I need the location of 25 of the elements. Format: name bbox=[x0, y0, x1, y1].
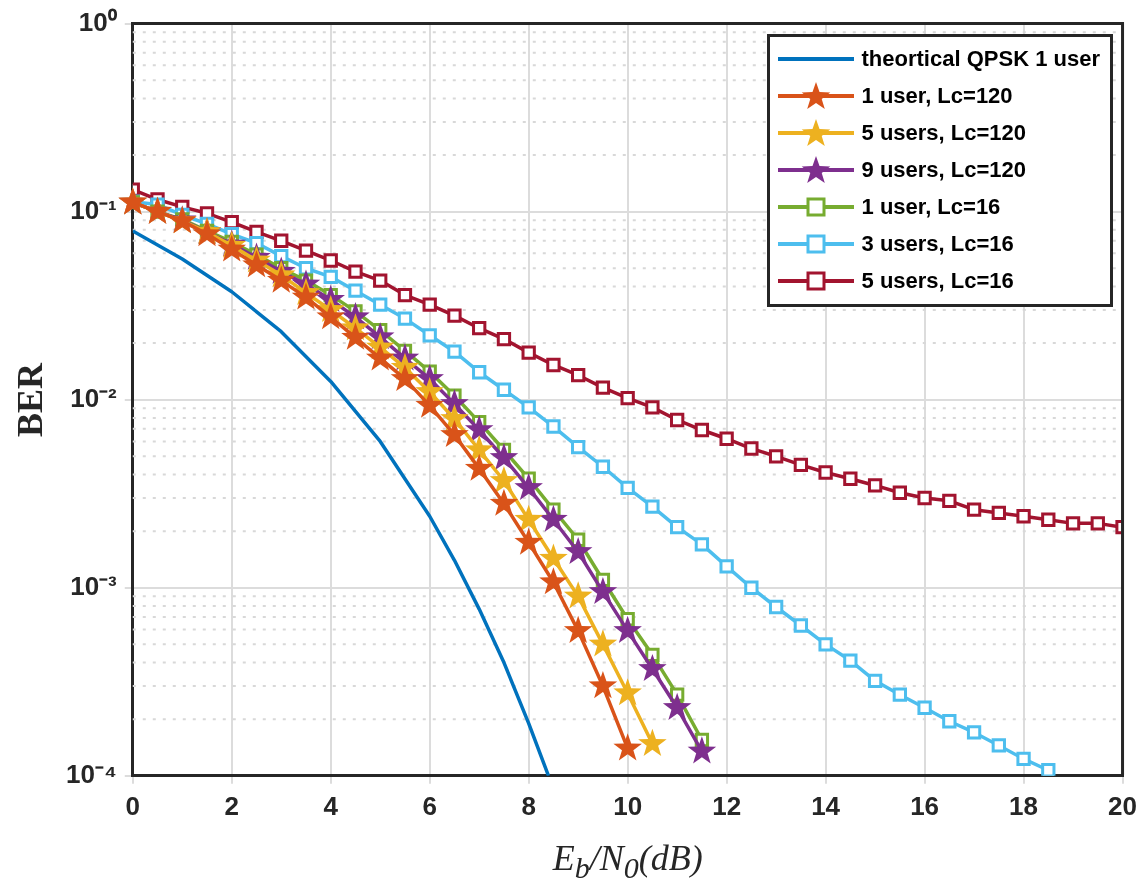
x-tick-label: 6 bbox=[422, 790, 437, 821]
legend-label: 5 users, Lc=120 bbox=[861, 120, 1027, 147]
x-tick-label: 10 bbox=[613, 790, 643, 821]
x-axis-title: E$_{b}$/N$_{0}$(dB) bbox=[552, 837, 703, 886]
y-tick-label: 10⁻⁴ bbox=[66, 758, 117, 789]
y-axis-title: BER bbox=[9, 362, 51, 437]
x-tick-label: 0 bbox=[125, 790, 141, 821]
legend-label: 1 user, Lc=16 bbox=[861, 194, 1001, 221]
x-tick-label: 20 bbox=[1108, 790, 1137, 821]
legend-label: theortical QPSK 1 user bbox=[861, 46, 1100, 73]
x-tick-label: 14 bbox=[811, 790, 841, 821]
legend-label: 5 users, Lc=16 bbox=[861, 268, 1014, 295]
legend-label: 3 users, Lc=16 bbox=[861, 231, 1014, 258]
y-tick-label: 10⁻² bbox=[70, 382, 118, 413]
x-tick-label: 8 bbox=[521, 790, 536, 821]
x-tick-label: 2 bbox=[224, 790, 239, 821]
x-tick-label: 18 bbox=[1009, 790, 1039, 821]
x-tick-label: 12 bbox=[712, 790, 742, 821]
x-tick-label: 4 bbox=[323, 790, 339, 821]
y-tick-label: 10⁰ bbox=[78, 6, 118, 37]
legend-label: 1 user, Lc=120 bbox=[861, 83, 1013, 110]
y-tick-label: 10⁻¹ bbox=[70, 194, 117, 225]
x-tick-label: 16 bbox=[910, 790, 940, 821]
y-tick-label: 10⁻³ bbox=[70, 570, 118, 601]
legend-label: 9 users, Lc=120 bbox=[861, 157, 1027, 184]
